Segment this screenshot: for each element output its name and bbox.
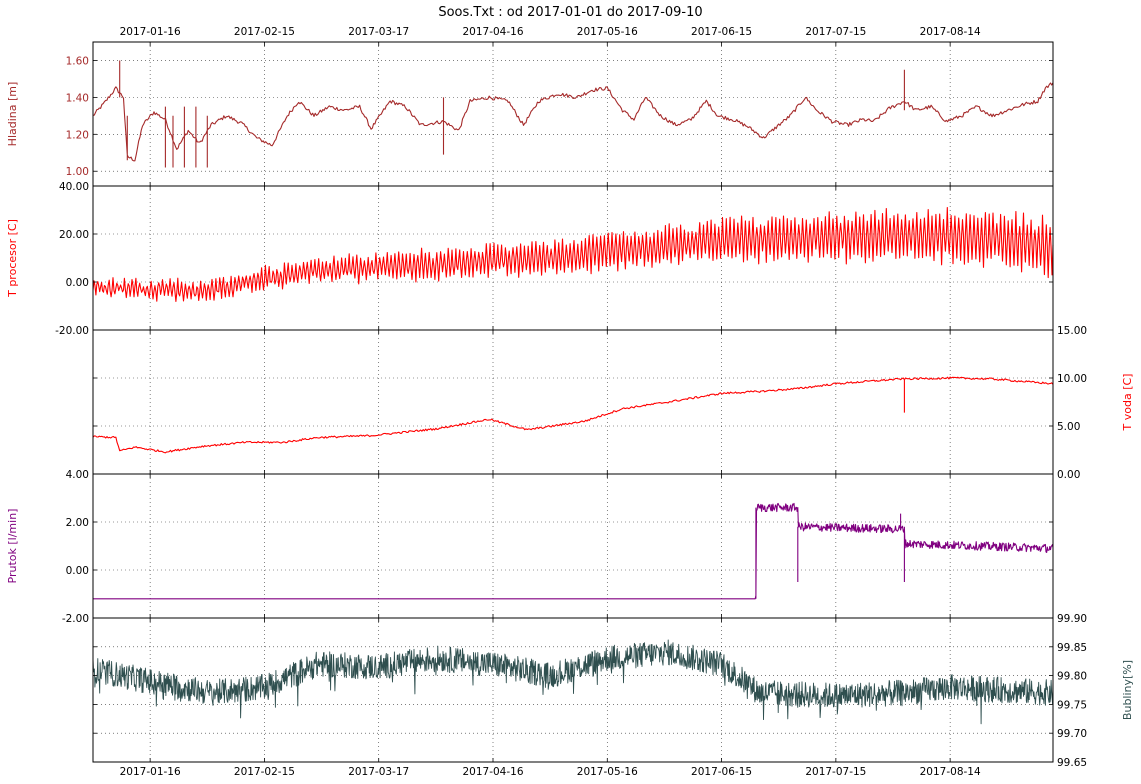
y-tick-label: 10.00 — [1057, 373, 1087, 385]
y-tick-label: 4.00 — [66, 469, 89, 481]
x-tick-label-bottom: 2017-03-17 — [348, 766, 409, 778]
y-tick-label: 5.00 — [1057, 421, 1080, 433]
x-tick-label-bottom: 2017-01-16 — [120, 766, 181, 778]
x-tick-label-top: 2017-01-16 — [120, 26, 181, 38]
series-line-hladina — [92, 60, 1054, 168]
y-tick-label: 40.00 — [59, 181, 89, 193]
y-tick-label: 1.40 — [66, 92, 89, 104]
panel-frame-tvoda — [92, 329, 1054, 475]
x-tick-label-bottom: 2017-08-14 — [920, 766, 981, 778]
x-tick-label-top: 2017-07-15 — [805, 26, 866, 38]
y-axis-label: Hladina [m] — [6, 82, 19, 147]
series-line-tprocesor — [92, 206, 1054, 303]
series-line-bubliny — [92, 639, 1054, 725]
x-tick-label-top: 2017-04-16 — [462, 26, 523, 38]
y-tick-label: 0.00 — [66, 565, 89, 577]
x-tick-label-top: 2017-03-17 — [348, 26, 409, 38]
x-tick-label-top: 2017-06-15 — [691, 26, 752, 38]
series-line-prutok — [93, 502, 1054, 600]
y-tick-label: 2.00 — [66, 517, 89, 529]
x-tick-label-bottom: 2017-05-16 — [577, 766, 638, 778]
y-tick-label: 1.20 — [66, 129, 89, 141]
y-tick-label: 99.80 — [1057, 671, 1087, 683]
y-tick-label: -2.00 — [62, 613, 89, 625]
y-tick-label: 1.00 — [66, 166, 89, 178]
chart-title: Soos.Txt : od 2017-01-01 do 2017-09-10 — [438, 5, 703, 20]
x-tick-label-bottom: 2017-02-15 — [234, 766, 295, 778]
y-tick-label: 99.85 — [1057, 642, 1087, 654]
y-tick-label: 99.75 — [1057, 699, 1087, 711]
grid-layer — [93, 42, 1053, 762]
panel-frame-hladina — [92, 41, 1054, 187]
axes-layer: Hladina [m] T procesor [C] T voda [C] Pruto… — [6, 41, 1134, 763]
y-tick-label: 99.90 — [1057, 613, 1087, 625]
x-tick-label-top: 2017-02-15 — [234, 26, 295, 38]
panel-frame-bubliny — [92, 617, 1054, 763]
y-tick-label: 1.60 — [66, 55, 89, 67]
series-line-tvoda — [92, 376, 1054, 454]
x-tick-label-top: 2017-05-16 — [577, 26, 638, 38]
y-tick-label: 99.70 — [1057, 728, 1087, 740]
y-tick-label: 0.00 — [1057, 469, 1080, 481]
y-tick-label: 20.00 — [59, 229, 89, 241]
y-tick-label: 99.65 — [1057, 757, 1087, 769]
x-tick-label-bottom: 2017-07-15 — [805, 766, 866, 778]
y-tick-label: 0.00 — [66, 277, 89, 289]
series-layer — [92, 60, 1054, 725]
y-axis-label: Bubliny[%] — [1121, 660, 1134, 720]
panel-frame-prutok — [92, 473, 1054, 619]
tick-layer: 2017-01-16 2017-01-16 2017-02-15 2017-02-15… — [55, 26, 1087, 778]
x-tick-label-bottom: 2017-06-15 — [691, 766, 752, 778]
y-axis-label: T procesor [C] — [6, 219, 19, 298]
y-axis-label: T voda [C] — [1121, 374, 1134, 432]
y-tick-label: -20.00 — [55, 325, 89, 337]
y-tick-label: 15.00 — [1057, 325, 1087, 337]
y-axis-label: Prutok [l/min] — [6, 509, 19, 584]
x-tick-label-bottom: 2017-04-16 — [462, 766, 523, 778]
x-tick-label-top: 2017-08-14 — [920, 26, 981, 38]
